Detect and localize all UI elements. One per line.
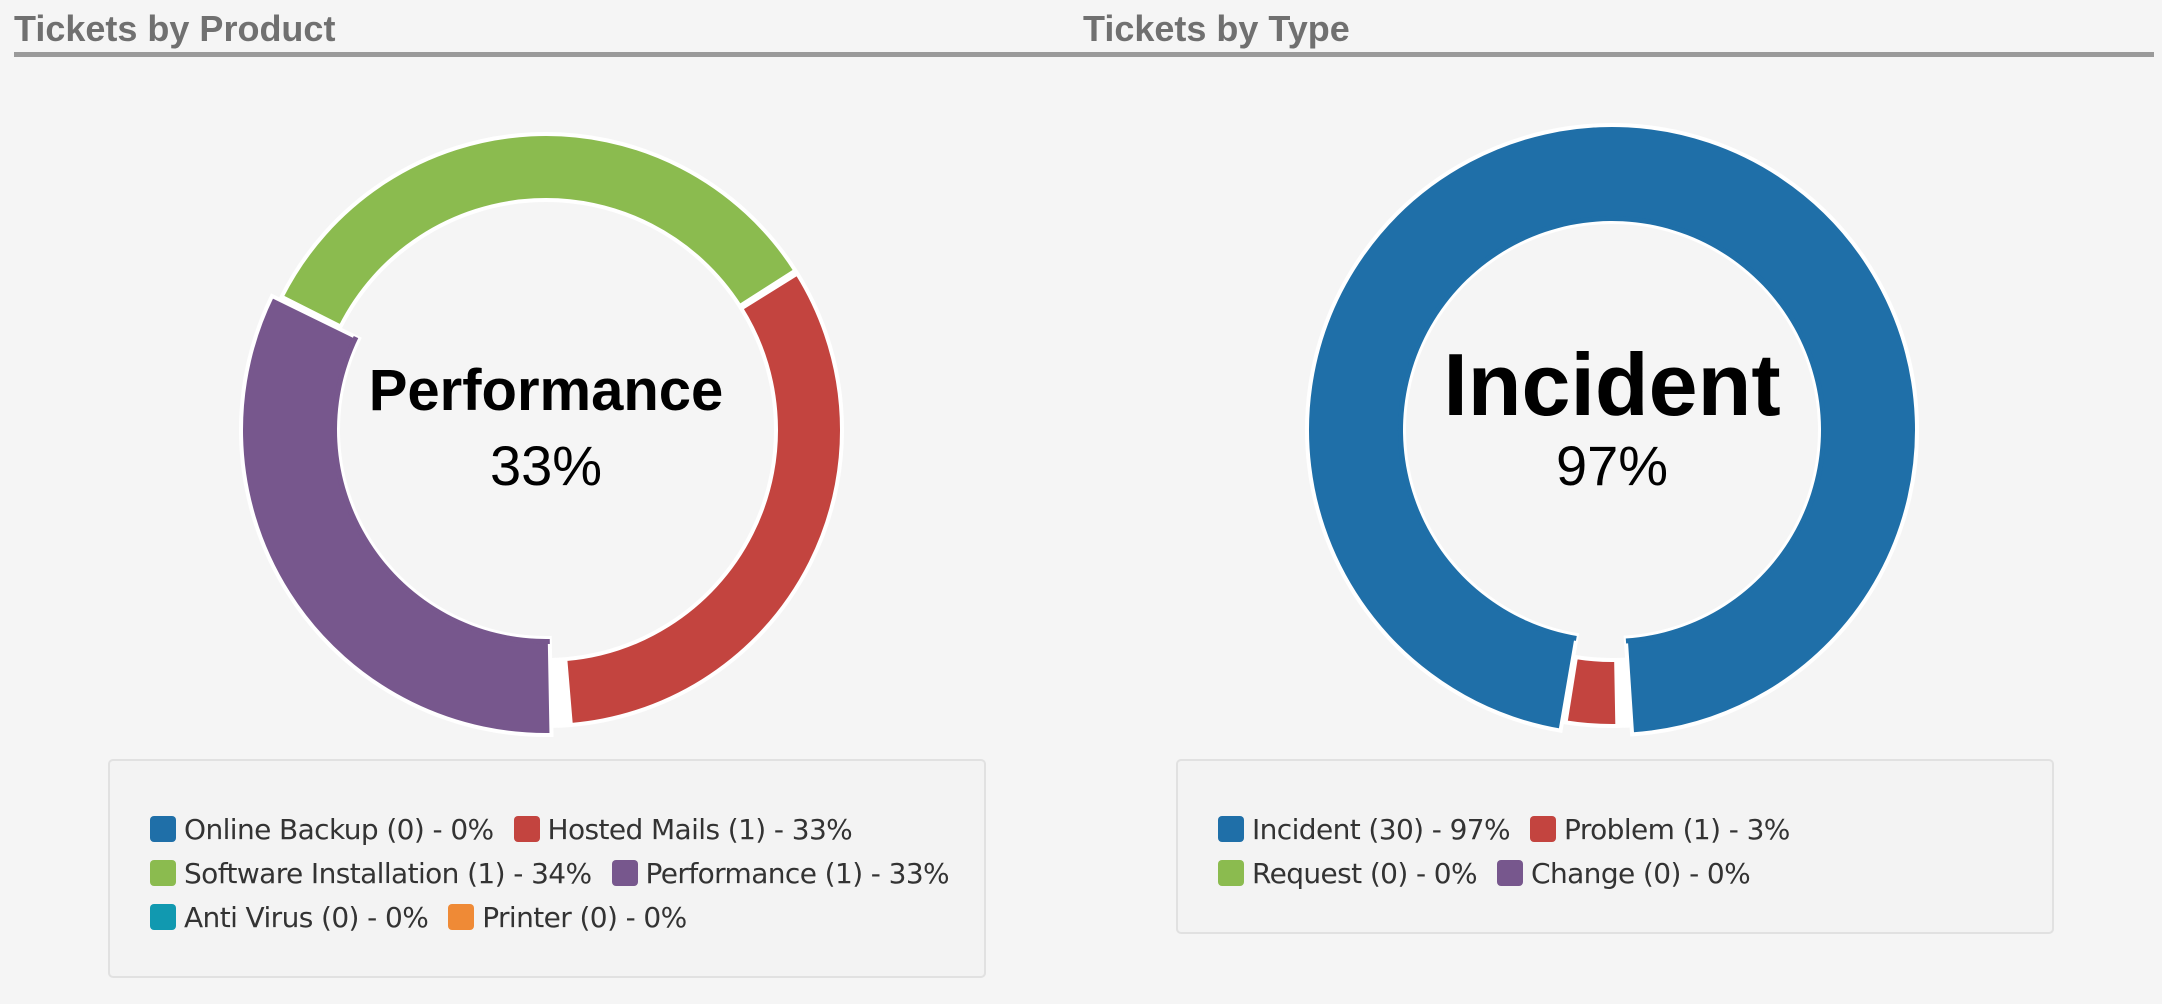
- legend-row: Incident (30) - 97% Problem (1) - 3%: [1218, 807, 2052, 851]
- legend-row: Anti Virus (0) - 0% Printer (0) - 0%: [150, 895, 984, 939]
- legend-item-software-installation[interactable]: Software Installation (1) - 34%: [150, 857, 592, 890]
- legend-swatch: [513, 816, 540, 842]
- tickets-by-product-title: Tickets by Product: [14, 8, 336, 49]
- slice-software-installation[interactable]: [278, 132, 799, 330]
- legend-item-request[interactable]: Request (0) - 0%: [1218, 856, 1478, 890]
- legend-swatch: [150, 860, 176, 886]
- legend-label: Online Backup (0) - 0%: [184, 812, 494, 846]
- slice-anti-virus[interactable]: [550, 657, 559, 728]
- legend-label: Software Installation (1) - 34%: [184, 856, 592, 890]
- legend-item-change[interactable]: Change (0) - 0%: [1497, 856, 1751, 890]
- legend-item-performance[interactable]: Performance (1) - 33%: [611, 856, 950, 890]
- center-label: Performance: [369, 358, 724, 423]
- center-label: Incident: [1443, 335, 1780, 434]
- slice-highlight-ring-performance: [332, 335, 550, 644]
- legend-swatch: [1218, 860, 1244, 886]
- product-legend: Online Backup (0) - 0% Hosted Mails (1) -…: [108, 759, 986, 978]
- legend-label: Problem (1) - 3%: [1564, 812, 1790, 846]
- center-value: 33%: [490, 434, 602, 497]
- legend-item-printer[interactable]: Printer (0) - 0%: [448, 900, 687, 934]
- header-divider: [14, 52, 2154, 57]
- center-value: 97%: [1556, 434, 1668, 497]
- legend-swatch: [611, 860, 638, 886]
- legend-label: Change (0) - 0%: [1531, 856, 1751, 890]
- slice-hosted-mails[interactable]: [563, 270, 844, 728]
- legend-label: Printer (0) - 0%: [482, 900, 687, 934]
- legend-swatch: [150, 904, 176, 930]
- legend-item-problem[interactable]: Problem (1) - 3%: [1530, 813, 1790, 846]
- product-donut-chart: Performance 33%: [239, 132, 844, 737]
- legend-swatch: [1218, 816, 1244, 842]
- type-legend: Incident (30) - 97% Problem (1) - 3% Reque…: [1176, 759, 2054, 934]
- legend-swatch: [1530, 816, 1557, 842]
- legend-item-anti-virus[interactable]: Anti Virus (0) - 0%: [150, 900, 429, 934]
- legend-label: Anti Virus (0) - 0%: [184, 900, 429, 934]
- legend-label: Hosted Mails (1) - 33%: [547, 812, 853, 846]
- legend-label: Performance (1) - 33%: [645, 856, 950, 890]
- slice-performance[interactable]: [239, 293, 554, 737]
- legend-item-hosted-mails[interactable]: Hosted Mails (1) - 33%: [513, 812, 853, 846]
- slice-printer[interactable]: [554, 657, 565, 728]
- legend-swatch: [150, 816, 176, 842]
- legend-row: Software Installation (1) - 34% Performan…: [150, 851, 984, 895]
- legend-swatch: [1497, 860, 1524, 886]
- legend-row: Online Backup (0) - 0% Hosted Mails (1) -…: [150, 807, 984, 851]
- slice-change[interactable]: [1620, 657, 1631, 728]
- tickets-by-type-title: Tickets by Type: [1083, 8, 1350, 49]
- legend-label: Request (0) - 0%: [1252, 856, 1478, 890]
- legend-item-incident[interactable]: Incident (30) - 97%: [1218, 812, 1511, 846]
- legend-label: Incident (30) - 97%: [1252, 812, 1511, 846]
- legend-row: Request (0) - 0% Change (0) - 0%: [1218, 851, 2052, 895]
- legend-swatch: [448, 904, 475, 930]
- slice-problem[interactable]: [1563, 654, 1620, 728]
- legend-item-online-backup[interactable]: Online Backup (0) - 0%: [150, 813, 494, 846]
- slice-request[interactable]: [1616, 657, 1625, 728]
- slice-online-backup[interactable]: [559, 657, 570, 728]
- slice-incident[interactable]: [1305, 123, 1919, 737]
